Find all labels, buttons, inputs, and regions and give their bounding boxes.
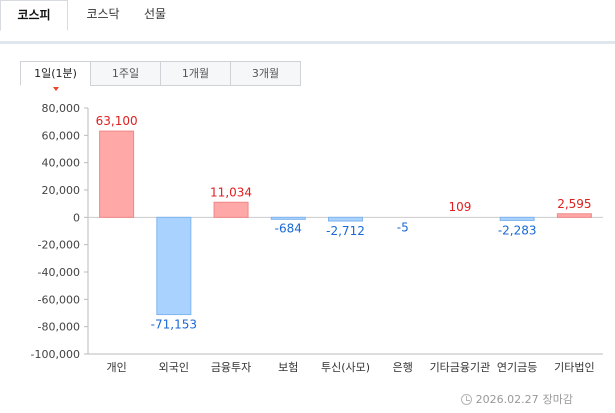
bar-value-label: 109 bbox=[448, 200, 471, 214]
y-tick-label: -20,000 bbox=[38, 239, 80, 252]
bar-value-label: 11,034 bbox=[210, 185, 252, 199]
bar bbox=[270, 216, 306, 220]
bar-value-label: 2,595 bbox=[557, 197, 591, 211]
active-tab-marker-icon bbox=[52, 87, 59, 91]
x-category-label: 보험 bbox=[278, 361, 298, 374]
y-tick-label: 40,000 bbox=[42, 157, 81, 170]
tab-period-1week-label: 1주일 bbox=[111, 67, 140, 80]
tab-period-1month-label: 1개월 bbox=[181, 67, 210, 80]
bar-value-label: -5 bbox=[397, 220, 409, 234]
x-category-label: 투신(사모) bbox=[321, 361, 370, 374]
y-tick-label: -60,000 bbox=[38, 293, 80, 306]
header-divider bbox=[0, 41, 615, 44]
x-category-label: 연기금등 bbox=[497, 361, 537, 374]
bar bbox=[99, 130, 135, 218]
tab-kospi-label: 코스피 bbox=[17, 8, 51, 22]
bar-value-label: -71,153 bbox=[151, 318, 197, 332]
y-tick-label: 60,000 bbox=[42, 129, 81, 142]
market-tabs: 코스피 코스닥 선물 bbox=[0, 0, 615, 31]
bar-value-label: -684 bbox=[275, 221, 302, 235]
tab-kosdaq-label: 코스닥 bbox=[86, 7, 120, 21]
bar-value-label: -2,283 bbox=[498, 223, 537, 237]
x-category-label: 개인 bbox=[106, 361, 126, 374]
x-category-label: 기타법인 bbox=[554, 361, 594, 374]
bar bbox=[328, 216, 363, 222]
footer: 2026.02.27 장마감 bbox=[460, 391, 573, 407]
bar bbox=[499, 216, 535, 221]
y-tick-label: -80,000 bbox=[38, 321, 80, 334]
tab-kosdaq[interactable]: 코스닥 bbox=[78, 0, 128, 29]
x-category-label: 외국인 bbox=[159, 361, 189, 374]
bar bbox=[213, 201, 249, 218]
bar-value-label: -2,712 bbox=[326, 224, 365, 238]
tab-futures[interactable]: 선물 bbox=[135, 0, 175, 29]
bar bbox=[156, 216, 192, 316]
chart-svg: 80,000 60,000 40,000 20,000 0 -20,000 -40,000 -… bbox=[31, 102, 603, 374]
footer-status: 장마감 bbox=[542, 393, 573, 406]
bar-value-label: 63,100 bbox=[96, 114, 138, 128]
y-tick-label: 20,000 bbox=[42, 184, 81, 197]
tab-period-1week[interactable]: 1주일 bbox=[90, 61, 161, 86]
tab-period-3month-label: 3개월 bbox=[251, 67, 280, 80]
tab-period-1day[interactable]: 1일(1분) bbox=[20, 61, 91, 91]
x-category-label: 금융투자 bbox=[211, 361, 251, 374]
tab-period-1day-label: 1일(1분) bbox=[34, 67, 77, 80]
tab-kospi[interactable]: 코스피 bbox=[0, 0, 68, 31]
x-category-label: 기타금융기관 bbox=[430, 361, 491, 374]
tab-period-1month[interactable]: 1개월 bbox=[160, 61, 231, 86]
footer-date: 2026.02.27 bbox=[475, 392, 539, 406]
tab-futures-label: 선물 bbox=[143, 7, 167, 21]
x-category-label: 은행 bbox=[393, 361, 413, 374]
clock-icon bbox=[460, 393, 472, 405]
y-tick-label: -100,000 bbox=[31, 348, 80, 361]
investor-netbuy-chart: 80,000 60,000 40,000 20,000 0 -20,000 -40,000 -… bbox=[0, 96, 615, 386]
tab-period-3month[interactable]: 3개월 bbox=[230, 61, 301, 86]
y-tick-label: -40,000 bbox=[38, 266, 80, 279]
y-tick-label: 0 bbox=[73, 211, 80, 224]
bar bbox=[556, 213, 592, 218]
y-tick-label: 80,000 bbox=[42, 102, 81, 115]
